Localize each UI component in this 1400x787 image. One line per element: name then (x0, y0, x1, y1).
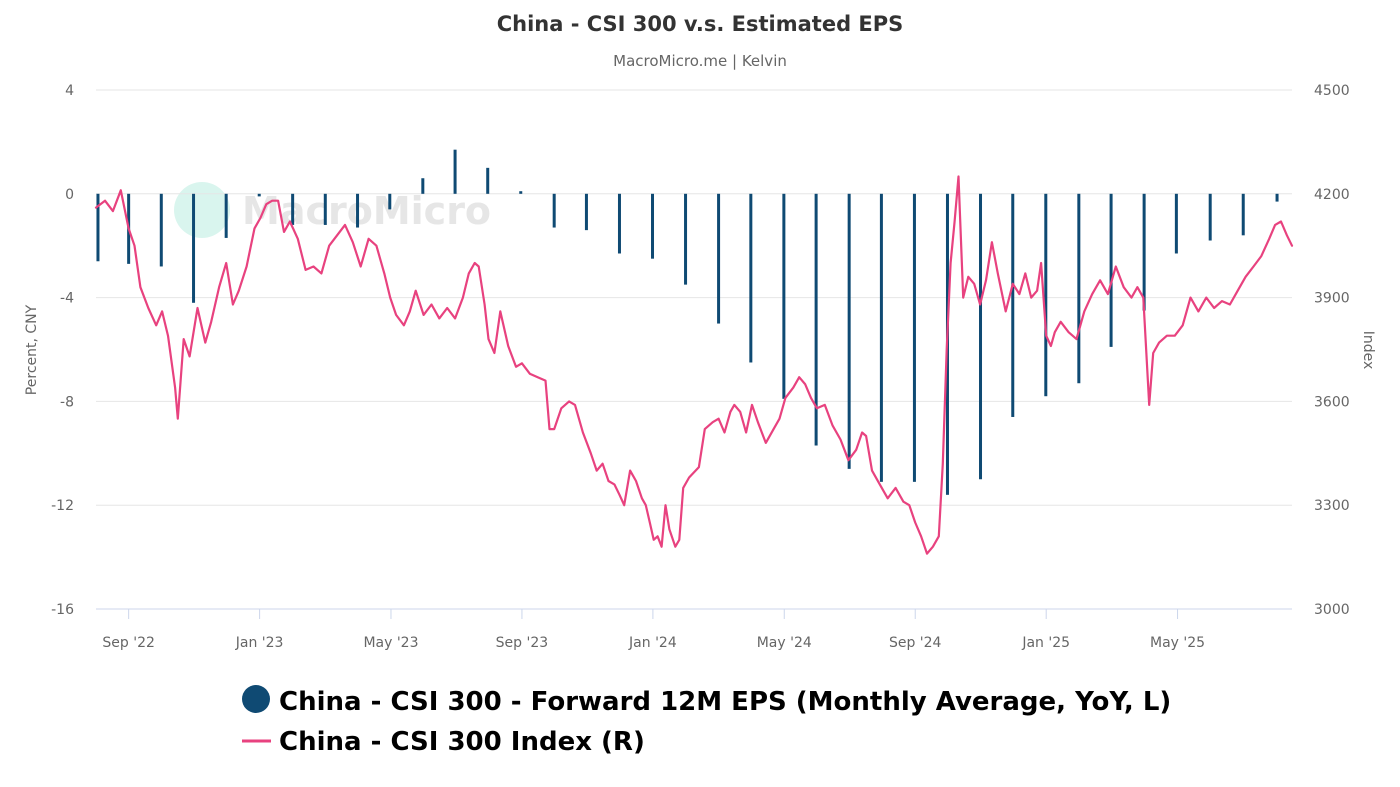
eps-bar[interactable] (1241, 193, 1245, 236)
eps-bar[interactable] (96, 193, 100, 262)
eps-bar[interactable] (584, 193, 588, 231)
x-tick-label: Jan '25 (1021, 635, 1070, 651)
left-axis-ticks: 4 0 -4 -8 -12 -16 (51, 83, 74, 618)
x-tick-label: Jan '23 (235, 635, 284, 651)
eps-bar[interactable] (552, 193, 556, 228)
x-tick-label: May '23 (363, 635, 418, 651)
eps-bar[interactable] (1142, 193, 1146, 311)
eps-bar[interactable] (717, 193, 721, 324)
eps-bar[interactable] (323, 193, 327, 225)
left-tick-label: -16 (51, 602, 74, 618)
eps-bar[interactable] (814, 193, 818, 446)
right-tick-label: 3600 (1314, 394, 1350, 410)
right-axis-ticks: 4500 4200 3900 3600 3300 3000 (1314, 83, 1350, 618)
legend-item-eps[interactable]: China - CSI 300 - Forward 12M EPS (Month… (242, 685, 1171, 717)
eps-bar[interactable] (159, 193, 163, 267)
x-tick-label: Sep '23 (496, 635, 549, 651)
eps-bar[interactable] (1275, 193, 1279, 202)
eps-bar[interactable] (519, 191, 523, 194)
left-tick-label: -8 (60, 394, 74, 410)
eps-bar[interactable] (782, 193, 786, 399)
x-tick-label: May '25 (1150, 635, 1205, 651)
legend-item-index[interactable]: China - CSI 300 Index (R) (242, 727, 645, 757)
eps-bar[interactable] (192, 193, 196, 303)
right-tick-label: 3900 (1314, 291, 1350, 307)
eps-bar[interactable] (356, 193, 360, 228)
legend: China - CSI 300 - Forward 12M EPS (Month… (242, 685, 1171, 757)
eps-bar[interactable] (617, 193, 621, 254)
left-tick-label: 0 (65, 187, 74, 203)
eps-bar[interactable] (879, 193, 883, 482)
eps-bar[interactable] (749, 193, 753, 363)
eps-bar[interactable] (979, 193, 983, 480)
gridlines (96, 89, 1292, 610)
right-tick-label: 3300 (1314, 498, 1350, 514)
x-axis-ticks: Sep '22 Jan '23 May '23 Sep '23 Jan '24 May '… (96, 608, 1292, 651)
x-tick-label: Sep '22 (102, 635, 155, 651)
left-tick-label: 4 (65, 83, 74, 99)
index-line[interactable] (94, 175, 1294, 555)
eps-bar[interactable] (1011, 193, 1015, 417)
index-line-series (94, 175, 1294, 555)
right-tick-label: 4200 (1314, 187, 1350, 203)
legend-circle-icon (242, 685, 270, 713)
left-tick-label: -12 (51, 498, 74, 514)
watermark: MacroMicro (174, 182, 491, 238)
eps-bar[interactable] (453, 149, 457, 194)
legend-label-index: China - CSI 300 Index (R) (279, 727, 645, 757)
eps-bar[interactable] (257, 193, 261, 197)
eps-bar[interactable] (651, 193, 655, 259)
eps-bar[interactable] (291, 193, 295, 225)
eps-bar[interactable] (1044, 193, 1048, 397)
x-tick-label: Jan '24 (628, 635, 677, 651)
eps-bar[interactable] (388, 193, 392, 210)
eps-bar[interactable] (1208, 193, 1212, 241)
chart-title: China - CSI 300 v.s. Estimated EPS (497, 12, 904, 36)
eps-bar[interactable] (486, 167, 490, 194)
left-axis-label: Percent, CNY (24, 304, 40, 395)
chart-subtitle: MacroMicro.me | Kelvin (613, 52, 787, 70)
eps-bar[interactable] (684, 193, 688, 285)
x-tick-label: Sep '24 (889, 635, 942, 651)
eps-bar[interactable] (1077, 193, 1081, 384)
eps-bar-series (96, 149, 1279, 495)
eps-bar[interactable] (224, 193, 228, 238)
left-tick-label: -4 (60, 291, 74, 307)
eps-bar[interactable] (1109, 193, 1113, 347)
eps-bar[interactable] (847, 193, 851, 469)
eps-bar[interactable] (1174, 193, 1178, 254)
watermark-logo-icon (174, 182, 230, 238)
eps-bar[interactable] (912, 193, 916, 482)
x-tick-label: May '24 (757, 635, 812, 651)
right-tick-label: 3000 (1314, 602, 1350, 618)
right-axis-label: Index (1360, 331, 1376, 370)
legend-label-eps: China - CSI 300 - Forward 12M EPS (Month… (279, 687, 1171, 717)
right-tick-label: 4500 (1314, 83, 1350, 99)
eps-bar[interactable] (421, 178, 425, 194)
